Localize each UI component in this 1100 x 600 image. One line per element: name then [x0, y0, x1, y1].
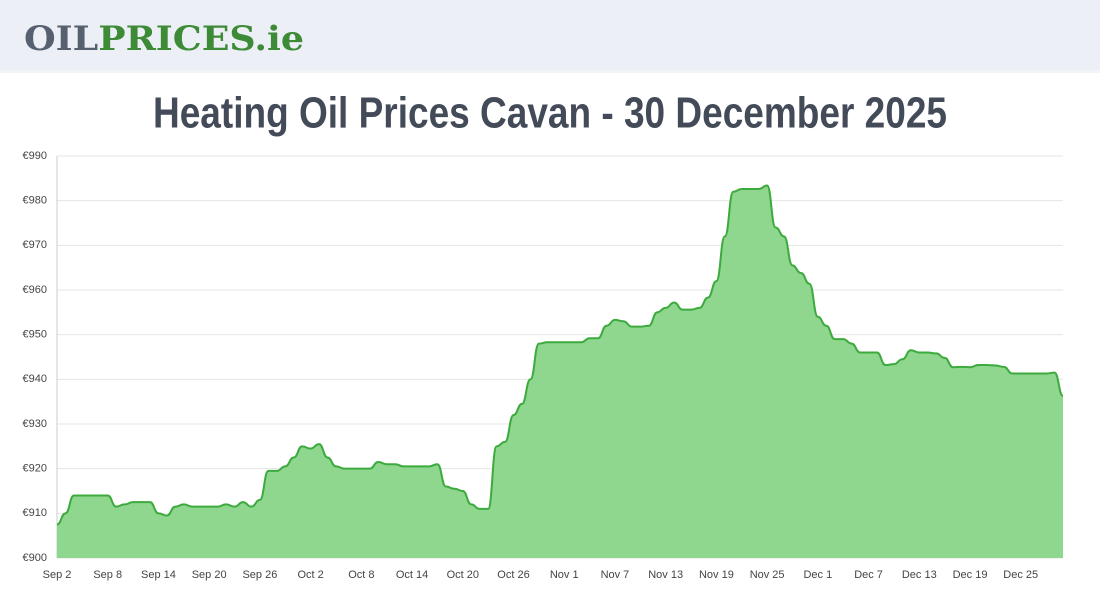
y-tick-label: €960 [23, 284, 47, 296]
y-tick-label: €940 [23, 373, 47, 385]
logo-part[interactable]: PRICES.ie [98, 19, 304, 59]
x-tick-label: Nov 19 [699, 569, 734, 581]
x-tick-label: Nov 7 [601, 569, 630, 581]
y-tick-label: €910 [23, 507, 47, 519]
x-tick-label: Sep 8 [93, 569, 122, 581]
x-tick-label: Dec 19 [953, 569, 988, 581]
header-shadow [0, 70, 1100, 73]
y-tick-label: €950 [23, 329, 47, 341]
line [56, 184, 1064, 526]
x-tick-label: Dec 1 [803, 569, 832, 581]
chart-title: Heating Oil Prices Cavan - 30 December 2… [153, 89, 947, 138]
x-tick-label: Oct 20 [447, 569, 479, 581]
y-tick-label: €920 [23, 463, 47, 475]
header-bar [0, 0, 1100, 70]
x-tick-label: Sep 20 [192, 569, 227, 581]
x-tick-label: Dec 13 [902, 569, 937, 581]
x-tick-label: Oct 8 [348, 569, 374, 581]
y-tick-label: €990 [23, 150, 47, 162]
logo-part[interactable]: OIL [24, 19, 98, 59]
x-tick-label: Oct 2 [297, 569, 323, 581]
logo[interactable]: OIL PRICES.ie [24, 19, 304, 59]
x-tick-label: Nov 13 [648, 569, 683, 581]
x-tick-label: Sep 2 [43, 569, 72, 581]
x-tick-label: Nov 1 [550, 569, 579, 581]
x-tick-label: Dec 7 [854, 569, 883, 581]
y-tick-label: €980 [23, 195, 47, 207]
area-fill [57, 185, 1063, 559]
chart: €900 €910 €920 €930 €940 €950 €960 €970 €980 €990… [23, 150, 1064, 581]
x-tick-label: Sep 14 [141, 569, 176, 581]
x-tick-label: Sep 26 [242, 569, 277, 581]
x-tick-label: Nov 25 [750, 569, 785, 581]
y-tick-label: €970 [23, 239, 47, 251]
x-tick-label: Oct 26 [497, 569, 529, 581]
x-tick-label: Dec 25 [1003, 569, 1038, 581]
x-tick-label: Oct 14 [396, 569, 428, 581]
y-tick-label: €900 [23, 552, 47, 564]
y-tick-label: €930 [23, 418, 47, 430]
